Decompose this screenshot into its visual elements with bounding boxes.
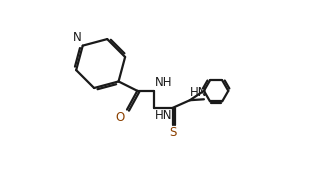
Text: O: O [115, 111, 125, 124]
Text: N: N [73, 31, 81, 44]
Text: HN: HN [190, 86, 208, 99]
Text: HN: HN [155, 109, 173, 122]
Text: NH: NH [155, 76, 173, 89]
Text: S: S [169, 126, 177, 139]
